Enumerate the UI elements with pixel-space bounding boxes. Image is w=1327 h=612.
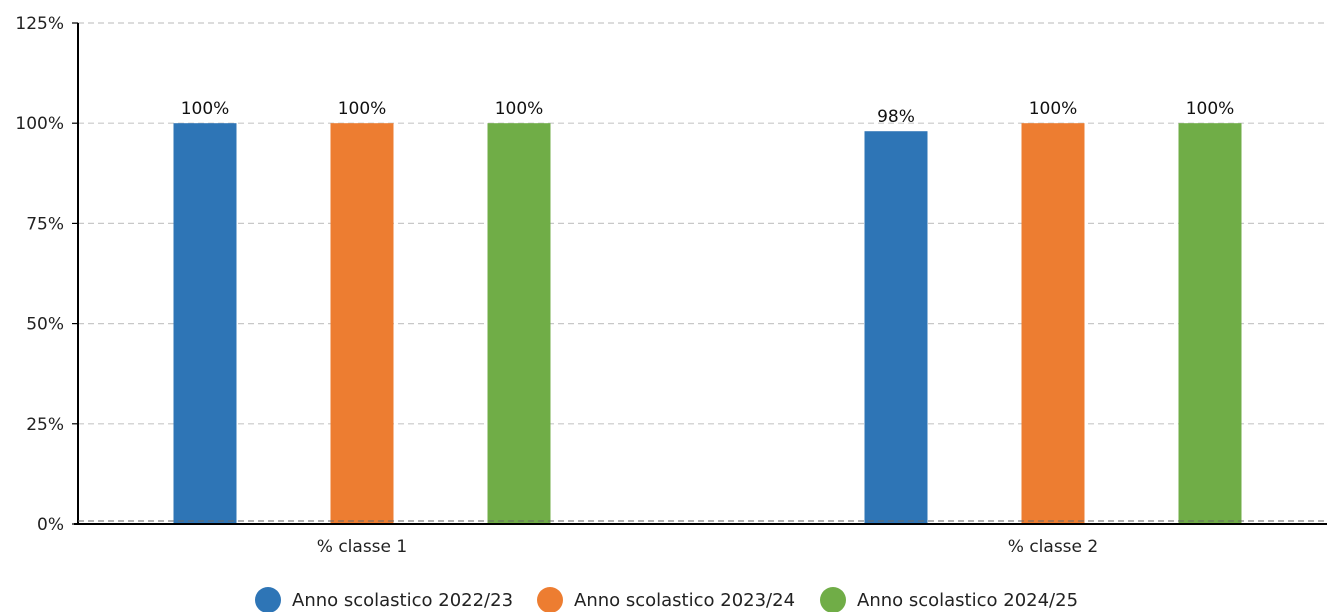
y-tick-label: 0%	[37, 515, 64, 535]
legend-label: Anno scolastico 2024/25	[857, 590, 1078, 611]
data-label: 100%	[338, 99, 387, 119]
bar	[1178, 123, 1242, 524]
legend-swatch-icon	[537, 587, 563, 612]
y-tick-label: 125%	[15, 14, 64, 34]
legend-swatch-icon	[255, 587, 281, 612]
bars: 100% 100% 100% 98% 100% 100%	[173, 99, 1242, 524]
bar	[487, 123, 551, 524]
legend-swatch-icon	[820, 587, 846, 612]
gridlines	[78, 22, 1327, 425]
bar	[1021, 123, 1085, 524]
legend-item: Anno scolastico 2022/23	[255, 587, 513, 612]
legend: Anno scolastico 2022/23 Anno scolastico 2…	[255, 587, 1078, 612]
y-axis: 0% 25% 50% 75% 100% 125%	[15, 14, 79, 535]
y-tick-label: 50%	[26, 315, 64, 335]
data-label: 100%	[1029, 99, 1078, 119]
y-tick-label: 25%	[26, 415, 64, 435]
data-label: 100%	[1186, 99, 1235, 119]
data-label: 100%	[495, 99, 544, 119]
y-tick-label: 100%	[15, 114, 64, 134]
legend-label: Anno scolastico 2023/24	[574, 590, 795, 611]
x-category-label: % classe 2	[1008, 537, 1098, 557]
x-category-label: % classe 1	[317, 537, 407, 557]
x-axis: % classe 1 % classe 2	[74, 520, 1327, 557]
legend-label: Anno scolastico 2022/23	[292, 590, 513, 611]
bar	[864, 131, 928, 524]
legend-item: Anno scolastico 2023/24	[537, 587, 795, 612]
data-label: 100%	[181, 99, 230, 119]
data-label: 98%	[877, 107, 915, 127]
bar	[173, 123, 237, 524]
legend-item: Anno scolastico 2024/25	[820, 587, 1078, 612]
bar	[330, 123, 394, 524]
y-tick-label: 75%	[26, 214, 64, 234]
